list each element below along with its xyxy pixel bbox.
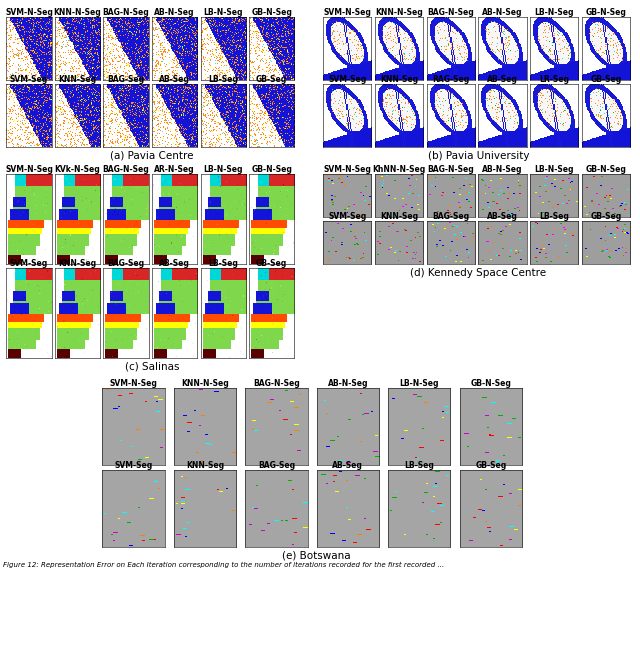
Title: SVM-Seg: SVM-Seg (115, 461, 152, 470)
Title: GB-Seg: GB-Seg (256, 74, 287, 84)
Title: KNN-Seg: KNN-Seg (380, 211, 418, 221)
Title: LB-N-Seg: LB-N-Seg (204, 7, 243, 17)
Title: KVk-N-Seg: KVk-N-Seg (54, 165, 100, 174)
Title: LB-Seg: LB-Seg (404, 461, 435, 470)
Title: AB-Seg: AB-Seg (487, 74, 518, 84)
Title: RAG-Seg: RAG-Seg (432, 74, 469, 84)
Title: KNN-Seg: KNN-Seg (58, 74, 97, 84)
Title: SVM-N-Seg: SVM-N-Seg (109, 379, 157, 388)
Title: AB-Seg: AB-Seg (159, 258, 190, 268)
Title: AB-N-Seg: AB-N-Seg (482, 165, 523, 174)
Title: GB-Seg: GB-Seg (475, 461, 506, 470)
Text: (d) Kennedy Space Centre: (d) Kennedy Space Centre (410, 268, 547, 278)
Text: Figure 12: Representation Error on Each Iteration corresponding to the number of: Figure 12: Representation Error on Each … (3, 562, 444, 568)
Title: BAG-N-Seg: BAG-N-Seg (102, 7, 149, 17)
Title: GB-N-Seg: GB-N-Seg (586, 7, 627, 17)
Title: AB-Seg: AB-Seg (159, 74, 190, 84)
Title: KNN-N-Seg: KNN-N-Seg (181, 379, 229, 388)
Title: AB-N-Seg: AB-N-Seg (482, 7, 523, 17)
Title: BAG-Seg: BAG-Seg (432, 211, 469, 221)
Title: KNN-N-Seg: KNN-N-Seg (54, 7, 101, 17)
Title: AR-N-Seg: AR-N-Seg (154, 165, 195, 174)
Title: AB-N-Seg: AB-N-Seg (328, 379, 368, 388)
Title: LB-N-Seg: LB-N-Seg (399, 379, 439, 388)
Title: KNN-Seg: KNN-Seg (186, 461, 224, 470)
Title: BAG-N-Seg: BAG-N-Seg (102, 165, 149, 174)
Title: GB-N-Seg: GB-N-Seg (251, 7, 292, 17)
Title: KNN-Seg: KNN-Seg (58, 258, 97, 268)
Title: LR-Seg: LR-Seg (539, 74, 569, 84)
Title: BAG-Seg: BAG-Seg (258, 461, 295, 470)
Title: BAG-Seg: BAG-Seg (108, 258, 145, 268)
Title: BAG-Seg: BAG-Seg (108, 74, 145, 84)
Title: SVM-N-Seg: SVM-N-Seg (323, 7, 371, 17)
Title: GB-Seg: GB-Seg (256, 258, 287, 268)
Title: KNN-Seg: KNN-Seg (380, 74, 418, 84)
Title: SVM-N-Seg: SVM-N-Seg (323, 165, 371, 174)
Title: GB-N-Seg: GB-N-Seg (251, 165, 292, 174)
Text: (b) Pavia University: (b) Pavia University (428, 151, 529, 161)
Title: AB-Seg: AB-Seg (332, 461, 364, 470)
Title: AB-N-Seg: AB-N-Seg (154, 7, 195, 17)
Title: BAG-N-Seg: BAG-N-Seg (253, 379, 300, 388)
Title: GB-Seg: GB-Seg (590, 74, 621, 84)
Title: SVM-Seg: SVM-Seg (10, 258, 48, 268)
Title: SVM-N-Seg: SVM-N-Seg (5, 165, 53, 174)
Title: GB-N-Seg: GB-N-Seg (470, 379, 511, 388)
Text: (c) Salinas: (c) Salinas (125, 362, 179, 371)
Text: (a) Pavia Centre: (a) Pavia Centre (110, 151, 194, 161)
Title: SVM-Seg: SVM-Seg (10, 74, 48, 84)
Title: KNN-N-Seg: KNN-N-Seg (375, 7, 423, 17)
Title: SVM-Seg: SVM-Seg (328, 74, 366, 84)
Title: LB-Seg: LB-Seg (208, 258, 238, 268)
Title: AB-Seg: AB-Seg (487, 211, 518, 221)
Title: SVM-N-Seg: SVM-N-Seg (5, 7, 53, 17)
Title: SVM-Seg: SVM-Seg (328, 211, 366, 221)
Title: BAG-N-Seg: BAG-N-Seg (428, 7, 474, 17)
Title: LB-Seg: LB-Seg (540, 211, 569, 221)
Text: (e) Botswana: (e) Botswana (282, 551, 351, 561)
Title: GB-Seg: GB-Seg (590, 211, 621, 221)
Title: LB-N-Seg: LB-N-Seg (534, 165, 574, 174)
Title: GB-N-Seg: GB-N-Seg (586, 165, 627, 174)
Title: LB-N-Seg: LB-N-Seg (534, 7, 574, 17)
Title: LB-N-Seg: LB-N-Seg (204, 165, 243, 174)
Title: KhNN-N-Seg: KhNN-N-Seg (372, 165, 426, 174)
Title: BAG-N-Seg: BAG-N-Seg (428, 165, 474, 174)
Title: LB-Seg: LB-Seg (208, 74, 238, 84)
